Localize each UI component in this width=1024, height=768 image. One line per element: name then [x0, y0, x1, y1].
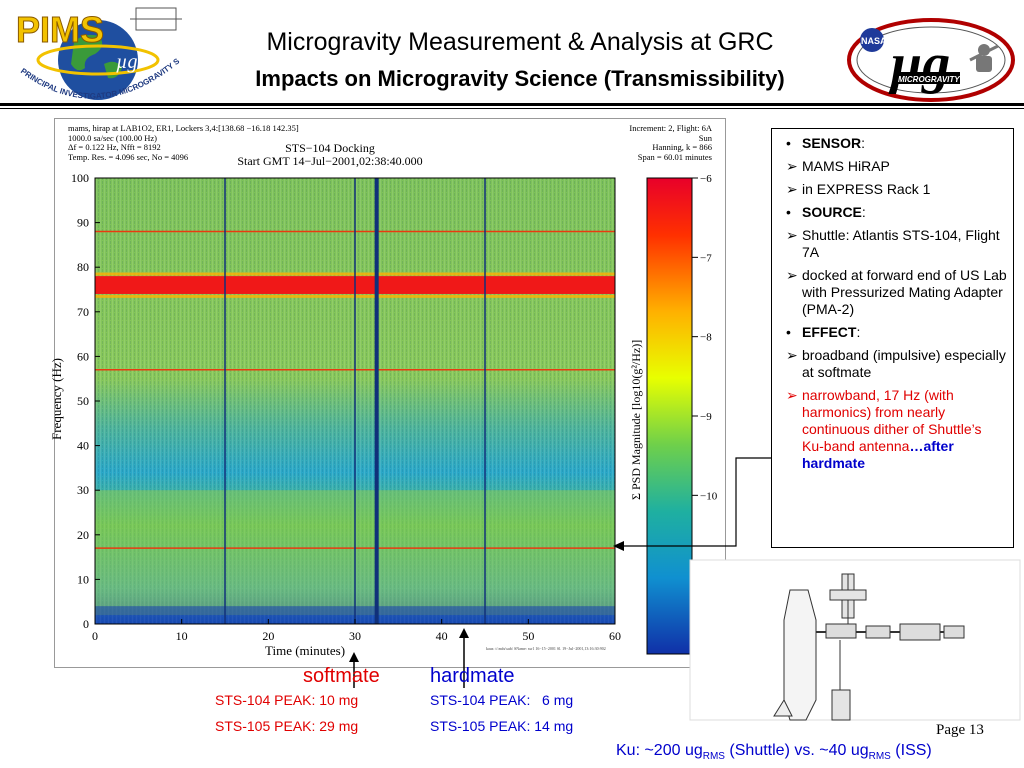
pims-logo-mu: µg — [116, 51, 138, 73]
x-tick-label: 10 — [176, 629, 188, 643]
softmate-peak-104: STS-104 PEAK: 10 mg — [215, 692, 359, 708]
y-tick-label: 20 — [77, 528, 89, 542]
ku-text: Ku: ~200 ug — [616, 742, 703, 759]
x-tick-label: 0 — [92, 629, 98, 643]
nasa-text: NASA — [861, 36, 887, 46]
plot-meta-right: Increment: 2, Flight: 6A Sun Hanning, k … — [600, 123, 712, 162]
mu-g-text: µg — [888, 33, 950, 95]
y-tick-label: 100 — [71, 171, 89, 185]
colorbar-label: Σ PSD Magnitude [log10(g²/Hz)] — [629, 340, 643, 500]
x-tick-label: 30 — [349, 629, 361, 643]
meta-line: Hanning, k = 866 — [652, 142, 712, 152]
bullet-sensor: • SENSOR: — [786, 135, 866, 151]
sensor-label: SENSOR — [802, 135, 862, 151]
pims-logo: PIMS µg PRINCIPAL INVESTIGATOR MICROGRAV… — [4, 2, 182, 101]
x-tick-label: 60 — [609, 629, 621, 643]
meta-line: 1000.0 sa/sec (100.00 Hz) — [68, 132, 157, 143]
bullet-sub: ➢ Shuttle: Atlantis STS-104, Flight 7A — [786, 227, 1000, 260]
microgravity-logo: NASA µg MICROGRAVITY — [847, 18, 1015, 102]
meta-line: Temp. Res. = 4.096 sec, No = 4096 — [68, 151, 189, 162]
bullet-sub: ➢ broadband (impulsive) especially at sof… — [786, 347, 1006, 380]
header-rule-thick — [0, 103, 1024, 106]
hardmate-arrow — [459, 628, 469, 688]
spectrogram-frame — [54, 118, 726, 668]
header-rule-thin — [0, 108, 1024, 109]
callout-connector — [613, 457, 786, 551]
plot-subtitle: Start GMT 14−Jul−2001,02:38:40.000 — [237, 154, 423, 168]
ku-text: (Shuttle) vs. ~40 ug — [724, 742, 869, 759]
iss-shuttle-diagram — [689, 559, 1021, 721]
y-tick-label: 80 — [77, 260, 89, 274]
bullet-source: • SOURCE: — [786, 204, 866, 220]
ku-sub: RMS — [702, 751, 725, 763]
hardmate-peak-104: STS-104 PEAK: 6 mg — [430, 692, 574, 708]
y-tick-label: 40 — [77, 439, 89, 453]
x-tick-label: 20 — [262, 629, 274, 643]
astronaut-icon — [969, 44, 999, 72]
colorbar-tick-label: −9 — [700, 411, 712, 423]
bullet-sub: ➢ docked at forward end of US Lab with Pr… — [786, 267, 1007, 317]
meta-line: mams, hirap at LAB1O2, ER1, Lockers 3,4:… — [68, 123, 299, 133]
hardmate-peak-105: STS-105 PEAK: 14 mg — [430, 718, 574, 734]
y-axis-label: Frequency (Hz) — [49, 358, 64, 440]
colorbar-tick-label: −8 — [700, 332, 712, 344]
sensor-item: MAMS HiRAP — [802, 158, 890, 174]
plot-footer-note: kaus: t:\mfu\sub\ SName: ssr1 16−15−2001… — [486, 646, 606, 652]
softmate-label: softmate — [303, 665, 380, 687]
y-tick-label: 70 — [77, 305, 89, 319]
source-item: Shuttle: Atlantis STS-104, Flight 7A — [802, 227, 1000, 260]
meta-line: Δf = 0.122 Hz, Nfft = 8192 — [68, 142, 161, 152]
source-item: docked at forward end of US Lab with Pre… — [802, 267, 1007, 317]
x-axis-label: Time (minutes) — [265, 643, 345, 658]
colorbar-tick-label: −10 — [700, 490, 718, 502]
hardmate-label: hardmate — [430, 665, 515, 687]
source-label: SOURCE — [802, 204, 862, 220]
bullet-sub: ➢ in EXPRESS Rack 1 — [786, 181, 931, 197]
meta-line: Increment: 2, Flight: 6A — [629, 123, 712, 133]
nasa-meatball-icon — [860, 28, 884, 52]
effect-item: broadband (impulsive) especially at soft… — [802, 347, 1006, 380]
page-number: Page 13 — [936, 722, 984, 738]
y-tick-label: 50 — [77, 394, 89, 408]
bullet-panel: • SENSOR: ➢ MAMS HiRAP ➢ in EXPRESS Rack 1 … — [771, 128, 1014, 548]
slide-subtitle: Impacts on Microgravity Science (Transmi… — [255, 66, 785, 91]
microgravity-text: MICROGRAVITY — [898, 75, 960, 84]
y-tick-label: 90 — [77, 216, 89, 230]
y-tick-label: 30 — [77, 483, 89, 497]
ku-comparison: Ku: ~200 ugRMS (Shuttle) vs. ~40 ugRMS (… — [616, 742, 932, 762]
sensor-item: in EXPRESS Rack 1 — [802, 181, 931, 197]
plot-title-block: STS−104 Docking Start GMT 14−Jul−2001,02… — [200, 142, 460, 168]
plot-meta-left: mams, hirap at LAB1O2, ER1, Lockers 3,4:… — [68, 123, 368, 162]
colorbar — [646, 177, 693, 655]
meta-line: Span = 60.01 minutes — [637, 151, 712, 162]
y-tick-label: 60 — [77, 349, 89, 363]
plot-title: STS−104 Docking — [285, 141, 375, 155]
y-tick-label: 0 — [83, 617, 89, 631]
bullet-sub-highlight: ➢ narrowband, 17 Hz (with harmonics) from… — [786, 387, 982, 471]
slide-title: Microgravity Measurement & Analysis at G… — [266, 28, 774, 56]
pims-logo-text: PIMS — [16, 9, 104, 50]
ku-text: (ISS) — [890, 742, 932, 759]
bullet-sub: ➢ MAMS HiRAP — [786, 158, 890, 174]
softmate-arrow — [349, 652, 359, 688]
ku-sub: RMS — [868, 751, 891, 763]
x-tick-label: 40 — [436, 629, 448, 643]
colorbar-tick-label: −6 — [700, 173, 712, 185]
bullet-effect: • EFFECT: — [786, 324, 861, 340]
colorbar-tick-label: −7 — [700, 252, 712, 264]
meta-line: Sun — [698, 132, 712, 143]
x-tick-label: 50 — [522, 629, 534, 643]
effect-label: EFFECT — [802, 324, 857, 340]
y-tick-label: 10 — [77, 572, 89, 586]
effect-item-narrowband: narrowband, 17 Hz (with harmonics) from … — [802, 387, 982, 454]
effect-item-tail: …after hardmate — [802, 438, 954, 471]
softmate-peak-105: STS-105 PEAK: 29 mg — [215, 718, 359, 734]
